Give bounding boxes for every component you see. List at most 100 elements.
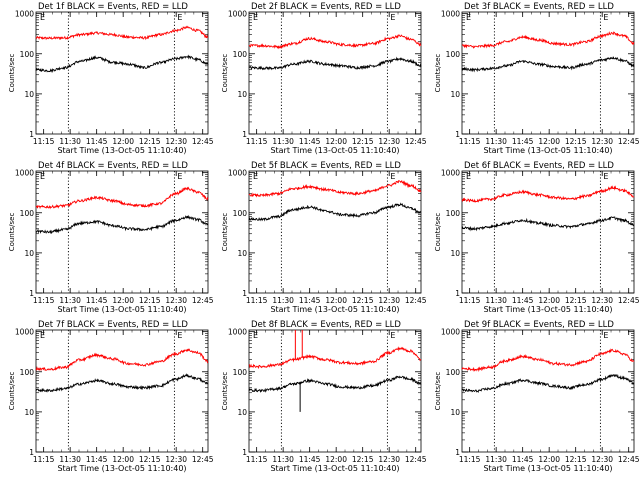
plot-frame xyxy=(248,170,422,294)
flag-label: E xyxy=(177,331,182,340)
panel-title: Det 4f BLACK = Events, RED = LLD xyxy=(38,161,188,171)
y-axis-label: Counts/sec xyxy=(8,213,16,252)
y-tick-label: 10 xyxy=(24,408,34,417)
x-tick-label: 11:45 xyxy=(299,455,321,464)
series-line-lld xyxy=(35,25,209,41)
panel-title: Det 5f BLACK = Events, RED = LLD xyxy=(251,161,401,171)
series-line-events xyxy=(35,214,209,235)
y-tick-label: 100 xyxy=(20,368,35,377)
x-tick-label: 11:45 xyxy=(299,296,321,305)
panel-title: Det 7f BLACK = Events, RED = LLD xyxy=(38,320,188,330)
x-tick-label: 11:45 xyxy=(86,455,108,464)
x-tick-label: 12:30 xyxy=(165,296,187,305)
y-tick-label: 1000 xyxy=(228,328,247,337)
flag-label: E xyxy=(177,13,182,22)
x-tick-label: 12:15 xyxy=(565,296,587,305)
series-line-lld xyxy=(461,31,635,49)
x-axis-label: Start Time (13-Oct-05 11:10:40) xyxy=(57,146,186,155)
y-tick-label: 100 xyxy=(20,50,35,59)
x-axis-label: Start Time (13-Oct-05 11:10:40) xyxy=(483,146,612,155)
flag-label: E xyxy=(253,13,258,22)
series-line-lld xyxy=(461,185,635,203)
flag-label: E xyxy=(390,172,395,181)
y-tick-label: 1000 xyxy=(15,10,34,19)
y-tick-label: 10 xyxy=(237,90,247,99)
y-tick-label: 1000 xyxy=(441,10,460,19)
x-tick-label: 11:45 xyxy=(512,137,534,146)
x-tick-label: 11:30 xyxy=(59,455,81,464)
flag-label: E xyxy=(40,13,45,22)
plot-frame xyxy=(35,329,209,453)
y-tick-label: 1 xyxy=(29,448,34,457)
series-line-lld xyxy=(248,346,422,370)
x-axis-label: Start Time (13-Oct-05 11:10:40) xyxy=(483,305,612,314)
y-tick-label: 100 xyxy=(233,209,248,218)
x-tick-label: 12:45 xyxy=(192,137,214,146)
y-tick-label: 1 xyxy=(242,289,247,298)
panel-title: Det 2f BLACK = Events, RED = LLD xyxy=(251,2,401,12)
y-tick-label: 100 xyxy=(446,50,461,59)
y-tick-label: 10 xyxy=(24,249,34,258)
x-tick-label: 11:15 xyxy=(33,455,55,464)
panel-title: Det 3f BLACK = Events, RED = LLD xyxy=(464,2,614,12)
y-axis-label: Counts/sec xyxy=(434,54,442,93)
x-tick-label: 11:30 xyxy=(272,137,294,146)
y-axis-label: Counts/sec xyxy=(221,372,229,411)
series-line-lld xyxy=(35,348,209,372)
x-tick-label: 11:15 xyxy=(246,455,268,464)
y-tick-label: 10 xyxy=(450,408,460,417)
x-tick-label: 12:30 xyxy=(591,296,613,305)
y-tick-label: 10 xyxy=(237,408,247,417)
x-tick-label: 12:30 xyxy=(378,296,400,305)
y-tick-label: 1000 xyxy=(441,328,460,337)
y-axis-label: Counts/sec xyxy=(8,54,16,93)
series-line-events xyxy=(461,216,635,232)
x-tick-label: 12:00 xyxy=(538,296,560,305)
x-tick-label: 12:15 xyxy=(139,137,161,146)
panel-title: Det 9f BLACK = Events, RED = LLD xyxy=(464,320,614,330)
x-tick-label: 12:45 xyxy=(192,296,214,305)
y-tick-label: 1 xyxy=(242,448,247,457)
series-line-events xyxy=(248,202,422,222)
y-tick-label: 1000 xyxy=(228,10,247,19)
x-tick-label: 12:30 xyxy=(591,455,613,464)
panel-det-5: Det 5f BLACK = Events, RED = LLD 1 10 100 10… xyxy=(221,161,427,314)
plot-frame xyxy=(248,329,422,453)
y-tick-label: 1000 xyxy=(15,169,34,178)
series-line-events xyxy=(461,56,635,73)
x-tick-label: 12:45 xyxy=(405,137,427,146)
x-tick-label: 11:15 xyxy=(459,296,481,305)
x-tick-label: 12:00 xyxy=(538,455,560,464)
y-tick-label: 1 xyxy=(242,130,247,139)
flag-label: E xyxy=(40,172,45,181)
x-tick-label: 11:45 xyxy=(299,137,321,146)
x-tick-label: 12:15 xyxy=(139,296,161,305)
x-tick-label: 11:15 xyxy=(33,137,55,146)
series-line-events xyxy=(35,54,209,74)
x-tick-label: 12:15 xyxy=(352,455,374,464)
x-tick-label: 11:15 xyxy=(246,296,268,305)
x-tick-label: 11:30 xyxy=(485,296,507,305)
series-line-events xyxy=(248,56,422,71)
y-tick-label: 10 xyxy=(450,249,460,258)
x-tick-label: 12:15 xyxy=(352,296,374,305)
y-tick-label: 1 xyxy=(455,448,460,457)
y-axis-label: Counts/sec xyxy=(8,372,16,411)
x-tick-label: 11:15 xyxy=(246,137,268,146)
x-tick-label: 12:45 xyxy=(192,455,214,464)
flag-label: E xyxy=(177,172,182,181)
x-tick-label: 11:30 xyxy=(59,296,81,305)
y-tick-label: 100 xyxy=(446,368,461,377)
series-line-events xyxy=(248,375,422,393)
x-tick-label: 11:30 xyxy=(59,137,81,146)
flag-label: E xyxy=(466,13,471,22)
x-tick-label: 12:30 xyxy=(165,137,187,146)
x-tick-label: 12:30 xyxy=(378,137,400,146)
flag-label: E xyxy=(390,13,395,22)
flag-label: E xyxy=(466,331,471,340)
y-tick-label: 1000 xyxy=(228,169,247,178)
x-tick-label: 12:45 xyxy=(405,455,427,464)
x-tick-label: 11:15 xyxy=(33,296,55,305)
